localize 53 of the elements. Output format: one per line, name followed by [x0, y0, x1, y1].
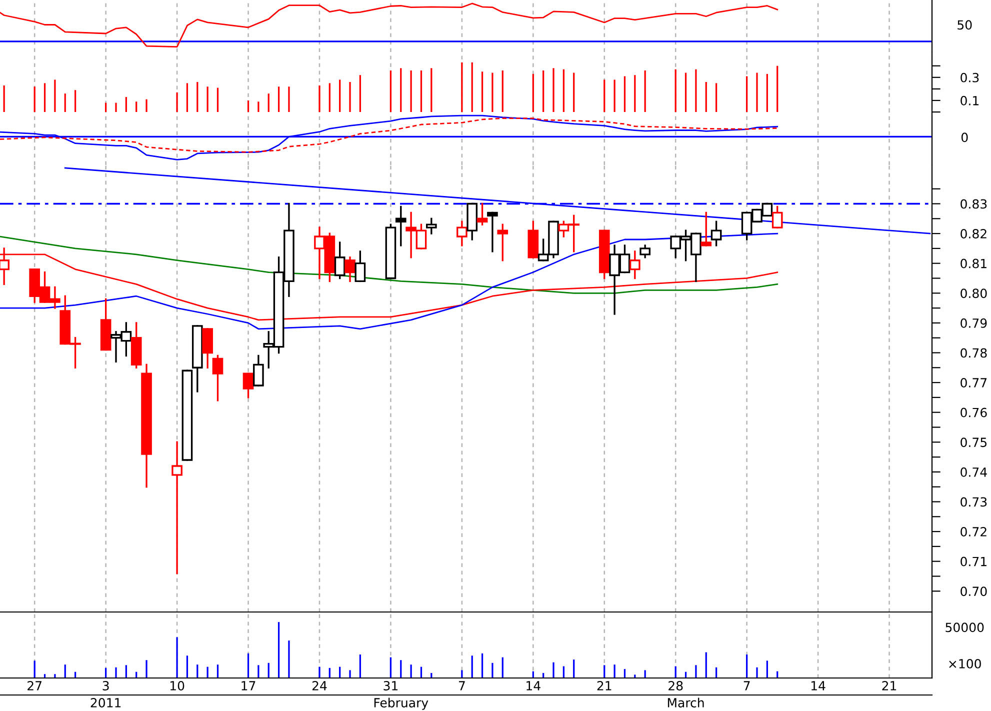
x2-tick-label: February	[374, 698, 428, 710]
x-tick-label: 7	[744, 681, 750, 690]
y-tick-label: 0.1	[960, 96, 979, 106]
candlestick	[640, 244, 650, 258]
line-series	[0, 236, 778, 294]
x-tick-label: 3	[102, 681, 109, 690]
x-tick-label: 21	[597, 681, 612, 690]
text: ×100	[949, 658, 981, 668]
y-tick-label: 0.76	[960, 408, 987, 418]
y-tick-label: 0.71	[960, 556, 986, 566]
candlestick	[212, 354, 224, 402]
y-tick-label: 0.3	[960, 72, 979, 82]
candlestick	[354, 250, 366, 282]
y-tick-label: 0.83	[960, 199, 987, 209]
y-tick-label: 0.72	[960, 527, 986, 536]
y-tick-label: 0.75	[960, 438, 987, 448]
candlestick	[710, 220, 722, 246]
x-tick-label: 17	[242, 681, 256, 690]
text: 50000	[946, 622, 984, 632]
x-tick-label: 14	[526, 681, 540, 690]
candlestick	[344, 256, 356, 282]
y-tick-label: 0.77	[960, 378, 987, 388]
y-tick-label: 0.81	[960, 258, 986, 268]
candlestick	[497, 224, 508, 262]
y-tick-label: 0.70	[960, 586, 987, 596]
x2-tick-label: 2011	[90, 698, 121, 708]
line-series	[0, 232, 778, 330]
y-tick-label: 0.82	[960, 229, 986, 238]
candlestick	[476, 202, 488, 226]
y-tick-label: 0.74	[960, 467, 987, 477]
x-tick-label: 10	[170, 681, 184, 690]
text: 50	[958, 20, 972, 30]
candlestick	[395, 206, 406, 246]
x-tick-label: 24	[312, 681, 327, 690]
candlestick	[242, 372, 254, 398]
x-tick-label: 14	[811, 681, 826, 690]
candlestick	[202, 328, 213, 368]
candlestick	[334, 242, 346, 280]
x-tick-label: 31	[384, 681, 398, 690]
candlestick	[172, 441, 182, 574]
y-tick-label: 0.78	[960, 348, 987, 358]
y-tick-label: 0.80	[960, 288, 987, 298]
x-tick-label: 28	[668, 681, 683, 690]
x-tick-label: 21	[882, 681, 896, 690]
candlestick	[253, 354, 264, 386]
candlestick	[487, 212, 498, 252]
x2-tick-label: March	[668, 698, 704, 708]
x-tick-label: 27	[28, 681, 42, 690]
y-tick-label: 0.79	[960, 318, 987, 328]
y-tick-label: 0.73	[960, 497, 987, 507]
x-tick-label: 7	[458, 681, 465, 690]
candlestick	[700, 212, 712, 246]
text: 0	[961, 132, 968, 142]
